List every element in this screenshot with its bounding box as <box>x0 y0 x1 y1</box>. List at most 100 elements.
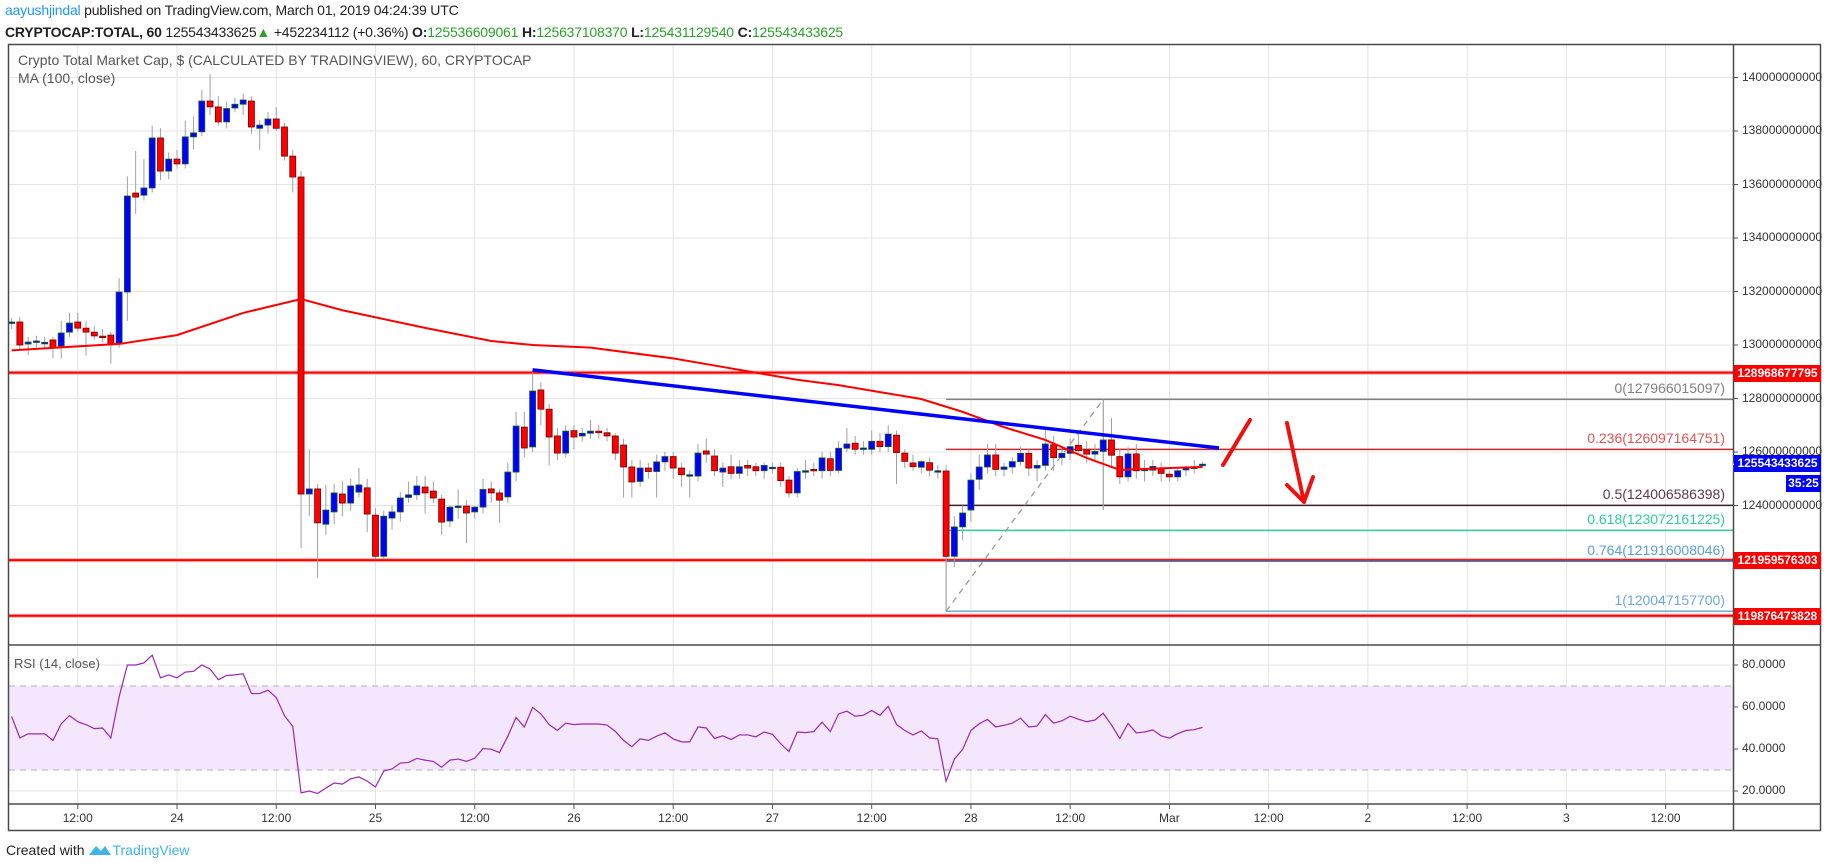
candle-body <box>1099 439 1107 452</box>
candle <box>181 120 189 169</box>
chart-title: Crypto Total Market Cap, $ (CALCULATED B… <box>18 52 532 68</box>
candle <box>719 462 727 487</box>
candle <box>1116 449 1124 485</box>
candle <box>1075 430 1082 452</box>
candle-body <box>396 497 404 513</box>
fib-level-label: 0(127966015097) <box>1614 380 1725 397</box>
candle-body <box>454 505 462 508</box>
candle-body <box>446 506 454 522</box>
candle <box>1058 449 1066 466</box>
candle <box>99 328 106 343</box>
open-value: 125536609061 <box>427 24 519 40</box>
level-price-label: 121959576303 <box>1734 552 1821 570</box>
candle-body <box>611 435 619 454</box>
candle-body <box>835 447 842 471</box>
price-tick-label: 138000000000 <box>1742 123 1823 137</box>
price-tick-label: 124000000000 <box>1742 497 1823 512</box>
candle <box>950 516 958 568</box>
up-arrow-stroke[interactable] <box>1221 418 1252 467</box>
rsi-band <box>9 686 1733 770</box>
candle <box>1199 461 1206 468</box>
candle-body <box>545 408 553 438</box>
fib-level-label: 0.236(126097164751) <box>1587 430 1725 447</box>
candle-body <box>909 462 917 468</box>
candle <box>239 93 247 115</box>
candle <box>744 460 752 477</box>
candle <box>16 316 24 351</box>
candle-body <box>537 389 545 410</box>
candle-body <box>570 430 578 438</box>
tradingview-link[interactable]: TradingView <box>112 842 190 858</box>
candle-body <box>49 339 57 349</box>
candle-body <box>487 488 495 494</box>
time-tick-label: 12:00 <box>1253 811 1284 825</box>
open-label: O: <box>412 24 428 40</box>
price-tick-label: 130000000000 <box>1742 337 1823 351</box>
candle-body <box>587 430 594 434</box>
candle-body <box>1025 452 1033 469</box>
candle <box>338 481 346 517</box>
time-tick-label: Mar <box>1159 811 1180 825</box>
candle <box>496 489 503 523</box>
candle-body <box>355 484 363 493</box>
candle <box>570 425 578 450</box>
candle <box>1008 457 1016 474</box>
candle <box>413 476 421 501</box>
candle <box>868 430 876 455</box>
time-tick-label: 27 <box>765 811 780 825</box>
candle-body <box>686 474 694 477</box>
footer: Created with TradingView <box>6 842 190 858</box>
time-tick-label: 26 <box>567 811 581 825</box>
symbol-name: CRYPTOCAP:TOTAL, 60 <box>5 24 162 40</box>
candle <box>636 460 644 487</box>
candle-body <box>24 341 32 345</box>
candle-body <box>1041 443 1049 466</box>
candle-body <box>661 456 669 463</box>
author-link[interactable]: aayushjindal <box>5 2 81 18</box>
candle-body <box>851 442 859 450</box>
candle-body <box>1075 444 1082 452</box>
down-arrow-icon[interactable] <box>1285 421 1315 504</box>
candle-body <box>694 452 702 477</box>
candle <box>90 326 98 340</box>
rsi-legend[interactable]: RSI (14, close) <box>14 656 100 671</box>
candle-body <box>868 440 876 450</box>
candle-body <box>1091 451 1099 455</box>
candle-body <box>653 461 661 472</box>
candle <box>479 478 487 514</box>
candle-body <box>760 464 768 472</box>
candle <box>148 125 156 193</box>
rsi-pane <box>9 654 1733 795</box>
trendline[interactable] <box>532 368 1220 450</box>
candle <box>140 159 148 201</box>
candle <box>429 481 437 503</box>
tradingview-logo-icon <box>89 846 112 855</box>
candle-body <box>769 466 776 470</box>
candle <box>157 128 164 180</box>
candle-body <box>239 99 247 105</box>
candle-body <box>297 176 305 495</box>
candle <box>198 90 206 137</box>
candle-body <box>1033 464 1041 469</box>
candle <box>380 510 388 559</box>
candle <box>512 411 520 482</box>
candle <box>471 505 479 519</box>
candle-body <box>810 468 818 472</box>
candle <box>223 101 231 129</box>
candle <box>984 443 991 474</box>
candle <box>405 481 412 503</box>
candle <box>190 116 197 150</box>
created-with-text: Created with <box>6 842 89 858</box>
candle <box>876 433 884 452</box>
candle <box>272 106 280 131</box>
level-price-label: 128968677795 <box>1734 364 1821 382</box>
candle <box>281 122 288 161</box>
candle <box>843 427 851 452</box>
candle <box>1132 443 1140 479</box>
candle-body <box>826 458 834 471</box>
ma-legend[interactable]: MA (100, close) <box>18 70 116 86</box>
candle-body <box>893 434 900 453</box>
hand-drawn-arrows[interactable] <box>1221 418 1315 504</box>
candle-body <box>380 515 388 557</box>
